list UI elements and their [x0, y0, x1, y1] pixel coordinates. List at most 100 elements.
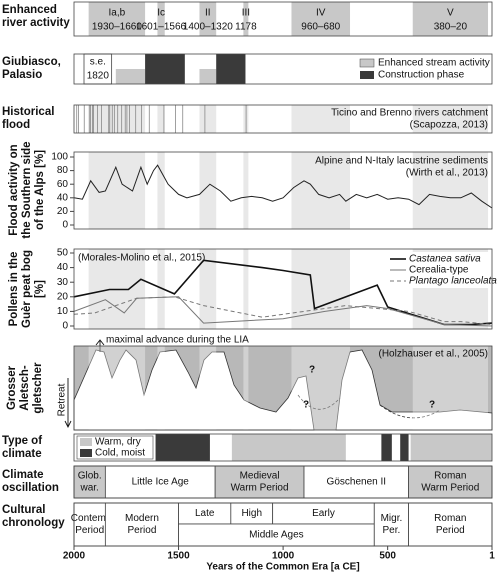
river-activity-period	[199, 2, 217, 36]
river-activity-band	[412, 346, 489, 430]
period-label: Göschenen II	[327, 477, 386, 488]
panel-frame	[73, 151, 493, 230]
panel-frame	[73, 345, 493, 431]
period-label: Per.	[383, 525, 401, 536]
river-activity-band	[291, 152, 351, 229]
period-box	[303, 465, 409, 499]
panel-label: Historical	[2, 106, 54, 118]
se-label: s.e.	[90, 57, 106, 68]
legend-label: Castanea sativa	[409, 254, 481, 265]
annotation: (Morales-Molino et al., 2015)	[78, 253, 205, 264]
legend-label: Warm, dry	[95, 437, 141, 448]
river-activity-band	[199, 105, 217, 133]
source: (Scapozza, 2013)	[410, 120, 488, 131]
river-activity-period	[243, 2, 249, 36]
period-label: High	[241, 508, 262, 519]
panel-label: Climate	[2, 469, 44, 481]
panel-label: flood	[2, 119, 30, 131]
period-name: Ic	[157, 8, 165, 19]
panel-label: of the Alps [%]	[34, 150, 46, 230]
source: Ticino and Brenno rivers catchment	[331, 108, 488, 119]
river-activity-band	[412, 152, 489, 229]
construction-phase	[216, 54, 246, 84]
se-box	[83, 53, 113, 85]
period-name: V	[447, 8, 454, 19]
river-activity-band	[291, 249, 351, 329]
panel-label: Aletsch-	[19, 365, 31, 411]
period-label: Roman	[434, 471, 466, 482]
river-activity-band	[243, 346, 249, 430]
y-tick-label: 40	[57, 262, 69, 273]
panel-label: the Southern side	[21, 141, 33, 238]
period-dates: 1400–1320	[183, 22, 233, 33]
river-activity-period	[88, 2, 146, 36]
panel-label: Flood activity on	[8, 144, 20, 235]
panel-frame	[73, 1, 493, 37]
river-activity-band	[243, 249, 249, 329]
river-activity-band	[199, 346, 217, 430]
climate-warm	[231, 434, 346, 461]
river-activity-band	[157, 249, 165, 329]
period-box	[104, 502, 179, 547]
enhanced-stream-activity	[199, 69, 217, 84]
period-dates: 1601–1566	[136, 22, 186, 33]
y-tick-label: 20	[57, 291, 69, 302]
question-mark: ?	[429, 400, 435, 411]
period-name: III	[242, 8, 250, 19]
panel-frame	[73, 104, 493, 134]
period-label: Medieval	[240, 471, 280, 482]
panel-label: chronology	[2, 517, 65, 529]
enhanced-stream-activity	[115, 69, 146, 84]
period-name: Ia,b	[109, 8, 126, 19]
period-box	[214, 465, 305, 499]
river-activity-band	[243, 152, 249, 229]
period-name: IV	[316, 8, 326, 19]
river-activity-band	[157, 346, 165, 430]
legend-swatch	[359, 58, 375, 68]
climate-warm	[410, 434, 492, 461]
river-activity-period	[291, 2, 351, 36]
panel-label: river activity	[2, 17, 70, 29]
panel-label: Type of	[2, 435, 42, 447]
period-label: Roman	[434, 513, 466, 524]
period-label: war.	[80, 483, 99, 494]
period-label: Migr.	[381, 513, 403, 524]
question-mark: ?	[303, 400, 309, 411]
x-tick-label: 1500	[167, 551, 190, 562]
period-label: Early	[312, 508, 335, 519]
se-year: 1820	[87, 71, 110, 82]
line	[73, 164, 493, 209]
panel-label: oscillation	[2, 482, 59, 494]
period-name: II	[205, 8, 211, 19]
panel-label: Grosser	[6, 365, 18, 410]
river-activity-band	[157, 152, 165, 229]
line	[73, 296, 493, 325]
period-label: Warm Period	[421, 483, 479, 494]
river-activity-band	[412, 105, 489, 133]
climate-cold	[400, 434, 409, 461]
y-tick-label: 20	[57, 206, 69, 217]
climate-cold	[381, 434, 392, 461]
line	[73, 296, 493, 327]
y-tick-label: 50	[57, 248, 69, 259]
annotation: maximal advance during the LIA	[106, 335, 249, 346]
panel-label: climate	[2, 448, 42, 460]
panel-frame	[73, 433, 493, 462]
retreat-label: Retreat	[57, 383, 68, 416]
river-activity-band	[291, 105, 351, 133]
panel-label: Pollens in the	[8, 252, 20, 327]
legend-label: Plantago lanceolata type	[409, 276, 500, 287]
panel-label: Giubiasco,	[2, 56, 61, 68]
period-box	[408, 465, 493, 499]
river-activity-period	[157, 2, 165, 36]
river-activity-band	[291, 346, 351, 430]
period-dates: 1930–1660	[92, 22, 142, 33]
x-tick-label: 1	[489, 551, 495, 562]
legend-label: Cold, moist	[95, 448, 145, 459]
legend-box	[76, 435, 154, 460]
legend-swatch	[80, 438, 92, 446]
y-tick-label: 0	[62, 220, 68, 231]
period-label: Period	[128, 525, 157, 536]
y-tick-label: 10	[57, 306, 69, 317]
